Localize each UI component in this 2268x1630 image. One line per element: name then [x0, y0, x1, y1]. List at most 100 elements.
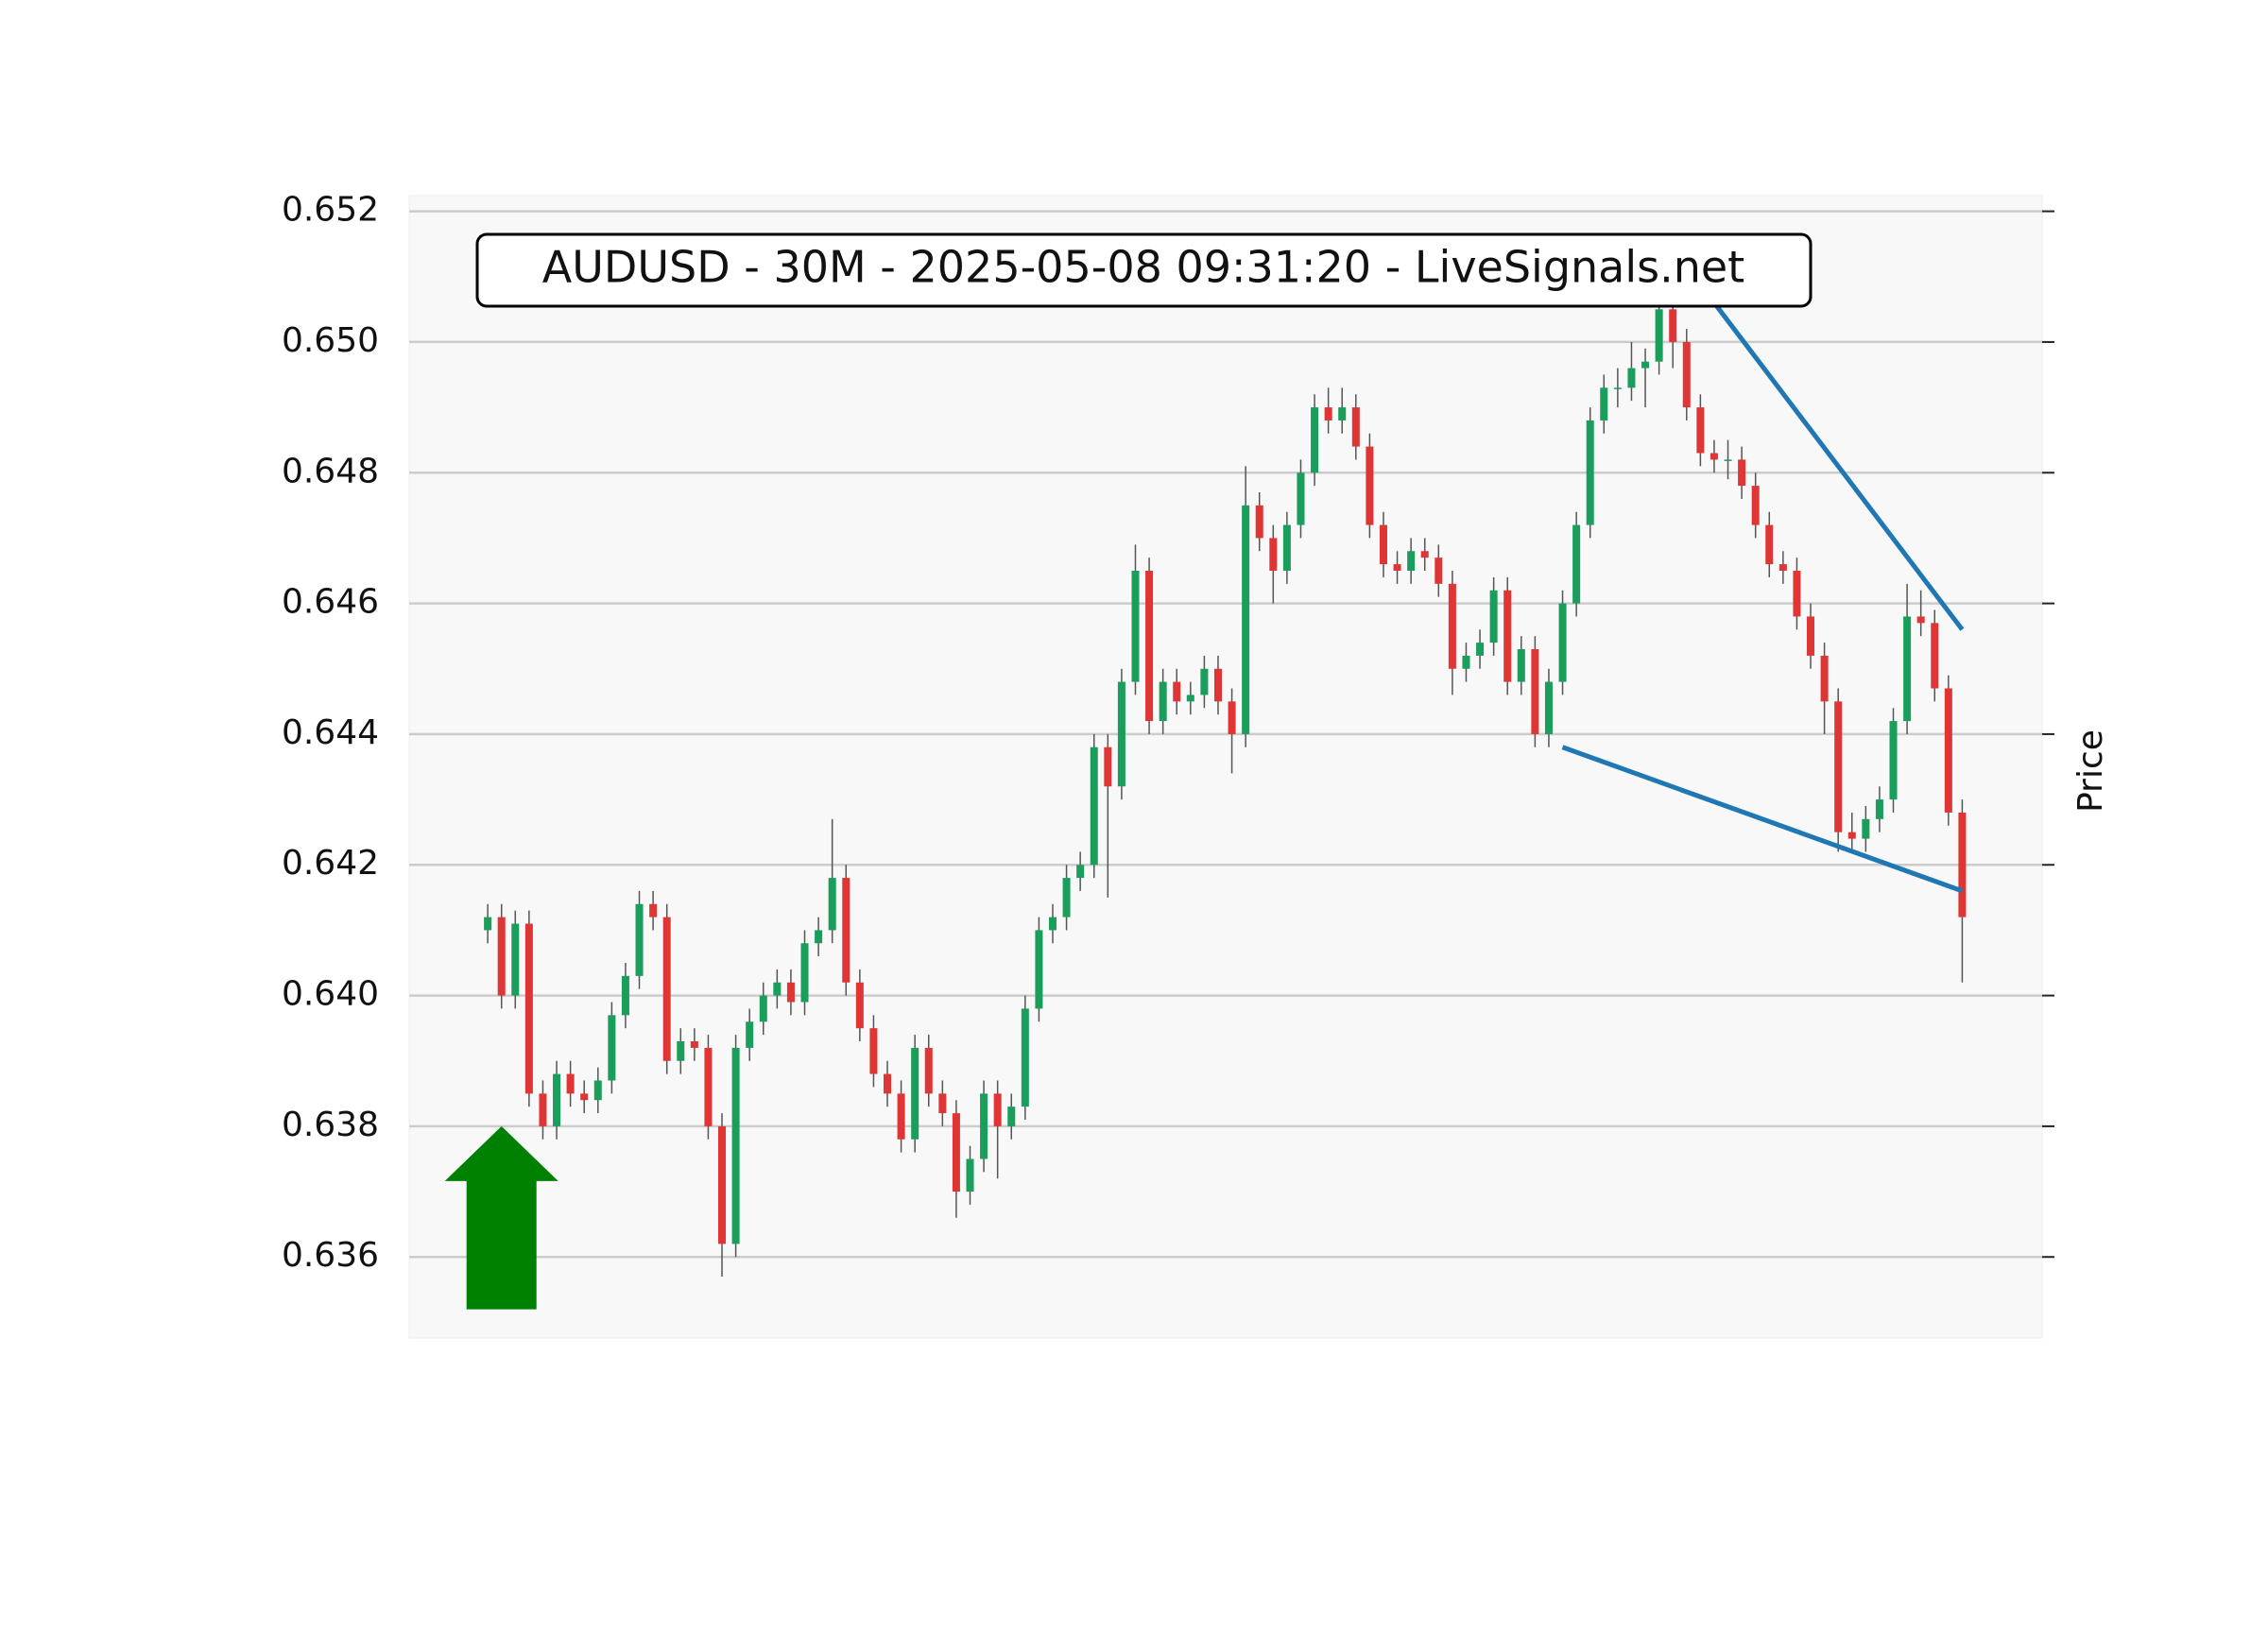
candle-body	[1324, 407, 1332, 420]
candle-body	[1159, 681, 1167, 722]
candle-body	[1462, 655, 1470, 669]
candle-body	[855, 982, 864, 1029]
candle-body	[621, 975, 629, 1016]
candle-body	[869, 1028, 878, 1074]
candle-body	[704, 1047, 713, 1126]
candle-body	[580, 1093, 589, 1101]
candle-body	[1476, 643, 1485, 656]
candle-body	[1531, 649, 1539, 734]
candle-body	[497, 917, 506, 996]
candle-body	[1847, 832, 1856, 839]
candle-body	[1793, 571, 1801, 617]
candle-body	[1021, 1008, 1029, 1107]
y-tick-label: 0.644	[282, 713, 379, 752]
candle-body	[966, 1158, 974, 1192]
candle-body	[1255, 505, 1263, 539]
candle-body	[718, 1125, 727, 1244]
candle-body	[1586, 420, 1594, 525]
candle-body	[1393, 564, 1401, 572]
y-tick-label: 0.652	[282, 191, 379, 230]
candle-body	[1366, 446, 1374, 525]
candle-body	[1807, 616, 1815, 656]
candle-body	[1269, 538, 1278, 572]
candle-body	[524, 923, 533, 1094]
candle-body	[897, 1093, 905, 1140]
candle-body	[1213, 668, 1222, 702]
trend-line	[1561, 745, 1964, 894]
candle-body	[952, 1113, 960, 1192]
candle-body	[1145, 571, 1154, 722]
candle-body	[1062, 878, 1071, 918]
candle-body	[566, 1073, 575, 1094]
candle-body	[1435, 558, 1443, 584]
candle-body	[1751, 486, 1760, 525]
candle-body	[1503, 590, 1512, 682]
signal-arrow	[444, 1125, 558, 1310]
title-box	[475, 232, 1813, 308]
candle-body	[608, 1015, 616, 1081]
candle-body	[1076, 865, 1085, 879]
candle-body	[539, 1093, 547, 1126]
candle-body	[1242, 505, 1250, 734]
trend-line	[1711, 300, 1965, 631]
candle-body	[883, 1073, 892, 1094]
candle-body	[1669, 309, 1677, 342]
candle-body	[1862, 818, 1870, 839]
candle-body	[1228, 701, 1236, 734]
marks	[484, 276, 1967, 1277]
candle-body	[1641, 361, 1650, 369]
candle-body	[911, 1047, 919, 1140]
candle-body	[1200, 668, 1209, 695]
candle-body	[924, 1047, 933, 1094]
candle-body	[1338, 407, 1347, 420]
candle-body	[786, 982, 795, 1003]
candle-body	[1682, 341, 1691, 408]
candle-body	[1090, 746, 1098, 866]
candle-body	[800, 943, 809, 1003]
candle-body	[690, 1040, 698, 1048]
candle-body	[1489, 590, 1498, 643]
candle-body	[1820, 655, 1829, 702]
y-tick-label: 0.648	[282, 452, 379, 490]
candle-body	[1035, 930, 1043, 1009]
y-tick-label: 0.646	[282, 583, 379, 622]
candle-body	[1834, 701, 1843, 832]
candle-body	[484, 917, 492, 931]
y-tick-label: 0.638	[282, 1106, 379, 1144]
candle-body	[1655, 309, 1663, 362]
candle-body	[746, 1021, 754, 1048]
candle-body	[1958, 812, 1967, 918]
candle-body	[1627, 368, 1636, 388]
candle-body	[635, 903, 644, 976]
candle-body	[593, 1080, 602, 1101]
candle-body	[1173, 681, 1181, 702]
candle-body	[1048, 917, 1057, 931]
y-tick-label: 0.642	[282, 844, 379, 883]
candle-body	[731, 1047, 740, 1244]
candle-body	[759, 995, 767, 1022]
candle-body	[1282, 524, 1291, 572]
y-tick-label: 0.640	[282, 975, 379, 1014]
candle-body	[1696, 407, 1705, 454]
candle-body	[1448, 583, 1456, 669]
candle-body	[1738, 459, 1746, 487]
candle-body	[1600, 387, 1608, 420]
candle-body	[938, 1093, 947, 1114]
candle-body	[1544, 681, 1553, 734]
candle-body	[662, 917, 671, 1061]
candle-body	[1572, 524, 1581, 604]
candle-body	[1916, 616, 1925, 624]
candle-body	[511, 923, 520, 996]
candle-body	[1351, 407, 1360, 447]
candle-body	[1875, 799, 1883, 819]
candle-body	[1420, 551, 1429, 558]
candle-body	[828, 878, 836, 931]
y-tick-label: 0.650	[282, 321, 379, 360]
candle-body	[1903, 616, 1912, 722]
candle-body	[1186, 695, 1194, 702]
overlay	[444, 300, 1965, 1310]
candle-body	[815, 930, 823, 944]
candle-body	[1407, 551, 1416, 572]
candle-body	[842, 878, 850, 983]
